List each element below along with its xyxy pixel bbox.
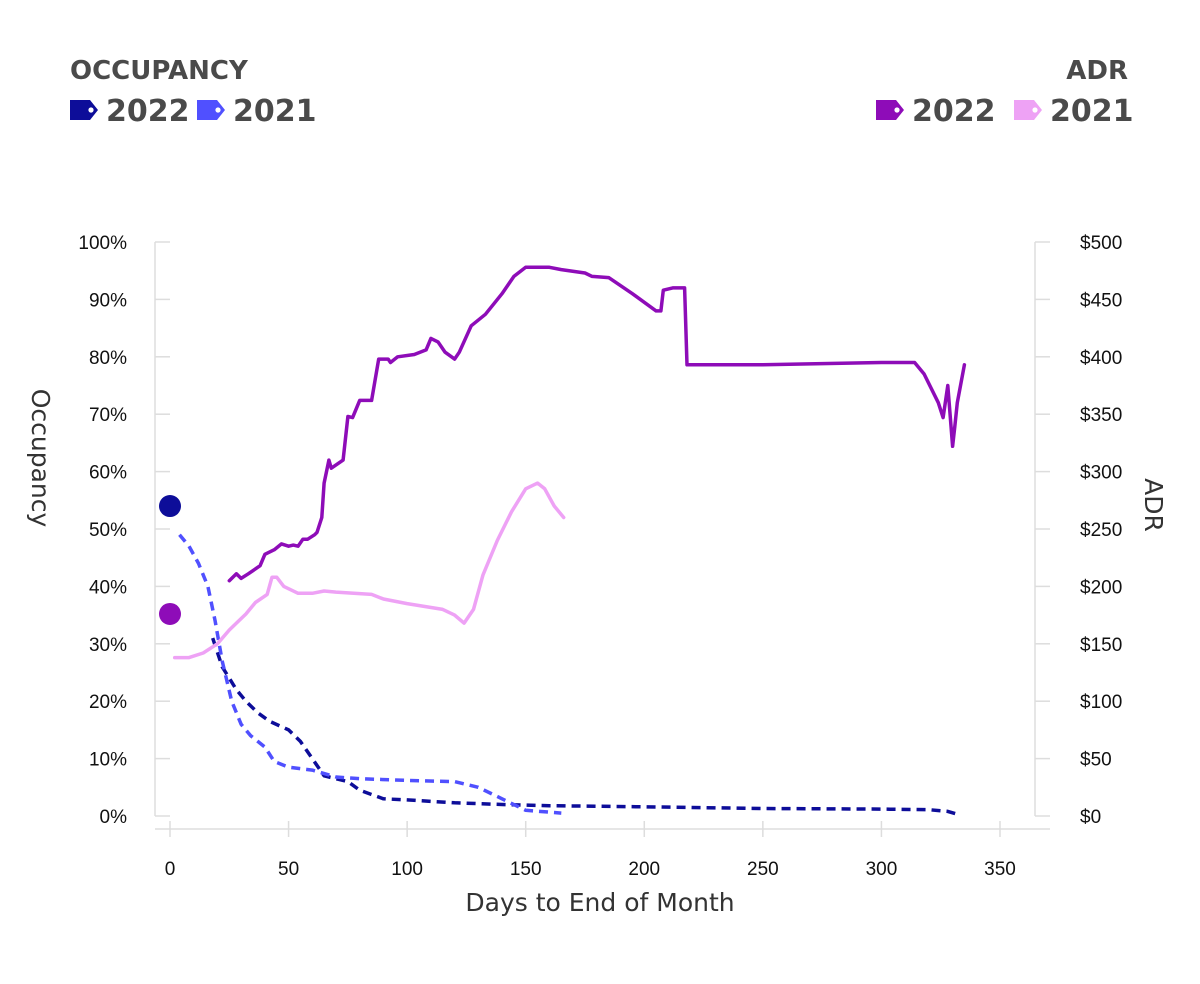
tag-icon <box>1014 100 1042 120</box>
right-tick-label: $500 <box>1080 233 1122 254</box>
left-tick-label: 40% <box>89 577 127 598</box>
left-tick-label: 0% <box>100 807 128 828</box>
left-tick-label: 70% <box>89 405 127 426</box>
legend-occupancy-2022-label: 2022 <box>106 94 190 129</box>
tag-hole-icon <box>894 107 900 113</box>
right-tick-label: $50 <box>1080 750 1112 771</box>
x-tick-label: 0 <box>165 859 176 880</box>
marker-layer <box>159 495 181 625</box>
left-axis-title: Occupancy <box>26 389 55 528</box>
plot-grid <box>154 242 1050 830</box>
legend-adr-2021: 2021 <box>1014 94 1134 129</box>
right-axis-ticks: $0 $50 $100 $150 $200 $250 $300 $350 $400 $450 $50… <box>1035 233 1122 828</box>
left-tick-label: 30% <box>89 635 127 656</box>
right-tick-label: $250 <box>1080 520 1122 541</box>
tag-hole-icon <box>88 107 94 113</box>
series-occupancy-2021 <box>178 533 562 815</box>
left-tick-label: 20% <box>89 692 127 713</box>
series-adr-2022 <box>227 265 967 583</box>
right-tick-label: $100 <box>1080 692 1122 713</box>
right-tick-label: $150 <box>1080 635 1122 656</box>
x-tick-label: 150 <box>510 859 542 880</box>
series-layer <box>172 265 967 817</box>
marker-current-occupancy-2022 <box>159 495 181 518</box>
right-axis-title: ADR <box>1139 478 1168 532</box>
marker-current-adr-2022 <box>159 602 181 625</box>
right-tick-label: $350 <box>1080 405 1122 426</box>
left-axis-ticks: 0% 10% 20% 30% 40% 50% 60% 70% 80% 90% 100% <box>78 233 170 828</box>
x-axis-ticks: 0 50 100 150 200 250 300 350 <box>165 821 1016 880</box>
occupancy-legend-title: OCCUPANCY <box>70 56 249 86</box>
tag-icon <box>197 100 225 120</box>
x-tick-label: 100 <box>391 859 423 880</box>
series-adr-2021 <box>172 481 566 660</box>
left-tick-label: 50% <box>89 520 127 541</box>
tag-icon <box>70 100 98 120</box>
legend-occupancy-2021: 2021 <box>197 94 317 129</box>
adr-legend-title: ADR <box>1066 56 1128 86</box>
legend-occupancy-2021-label: 2021 <box>233 94 317 129</box>
x-tick-label: 200 <box>628 859 660 880</box>
x-tick-label: 250 <box>747 859 779 880</box>
right-tick-label: $300 <box>1080 463 1122 484</box>
left-tick-label: 60% <box>89 463 127 484</box>
x-tick-label: 50 <box>278 859 299 880</box>
x-tick-label: 350 <box>984 859 1016 880</box>
right-tick-label: $400 <box>1080 348 1122 369</box>
tag-hole-icon <box>1032 107 1038 113</box>
tag-icon <box>876 100 904 120</box>
left-tick-label: 100% <box>78 233 127 254</box>
right-tick-label: $200 <box>1080 577 1122 598</box>
legend-adr-2021-label: 2021 <box>1050 94 1134 129</box>
right-tick-label: $0 <box>1080 807 1101 828</box>
series-occupancy-2022 <box>211 637 961 817</box>
legend-adr-2022-label: 2022 <box>912 94 996 129</box>
right-tick-label: $450 <box>1080 290 1122 311</box>
left-tick-label: 80% <box>89 348 127 369</box>
left-tick-label: 90% <box>89 290 127 311</box>
legend-occupancy-2022: 2022 <box>70 94 190 129</box>
x-tick-label: 300 <box>866 859 898 880</box>
legend-adr-2022: 2022 <box>876 94 996 129</box>
tag-hole-icon <box>215 107 221 113</box>
x-axis-title: Days to End of Month <box>465 888 734 917</box>
left-tick-label: 10% <box>89 750 127 771</box>
